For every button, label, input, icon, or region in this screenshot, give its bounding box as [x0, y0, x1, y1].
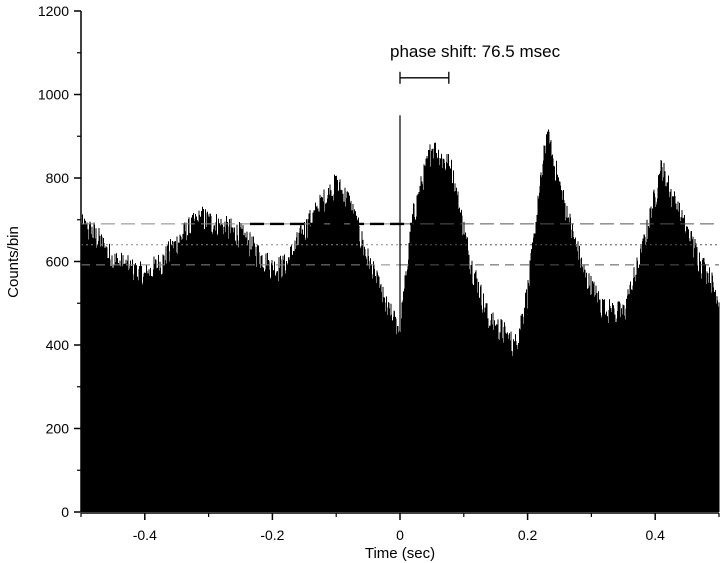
y-tick-label: 200: [46, 421, 70, 437]
y-tick-label: 1200: [38, 3, 69, 19]
x-tick-label: 0: [396, 527, 404, 543]
x-axis-title: Time (sec): [365, 545, 435, 562]
reference-lines: [81, 222, 719, 266]
y-axis-title: Counts/bin: [5, 226, 22, 298]
x-tick-label: 0.4: [645, 527, 665, 543]
y-axis: 0 200 400 600 800 1000 1200: [38, 3, 82, 520]
y-tick-label: 400: [46, 337, 70, 353]
phase-shift-bracket: [399, 71, 450, 84]
x-tick-label: -0.4: [133, 527, 157, 543]
y-tick-label: 1000: [38, 87, 69, 103]
x-axis: -0.4 -0.2 0 0.2 0.4: [80, 512, 720, 543]
phase-shift-label: phase shift: 76.5 msec: [390, 42, 561, 61]
y-tick-label: 0: [61, 504, 69, 520]
x-tick-label: -0.2: [260, 527, 284, 543]
x-tick-label: 0.2: [518, 527, 538, 543]
y-tick-label: 600: [46, 254, 70, 270]
y-tick-label: 800: [46, 170, 70, 186]
histogram-bars: [80, 129, 720, 512]
